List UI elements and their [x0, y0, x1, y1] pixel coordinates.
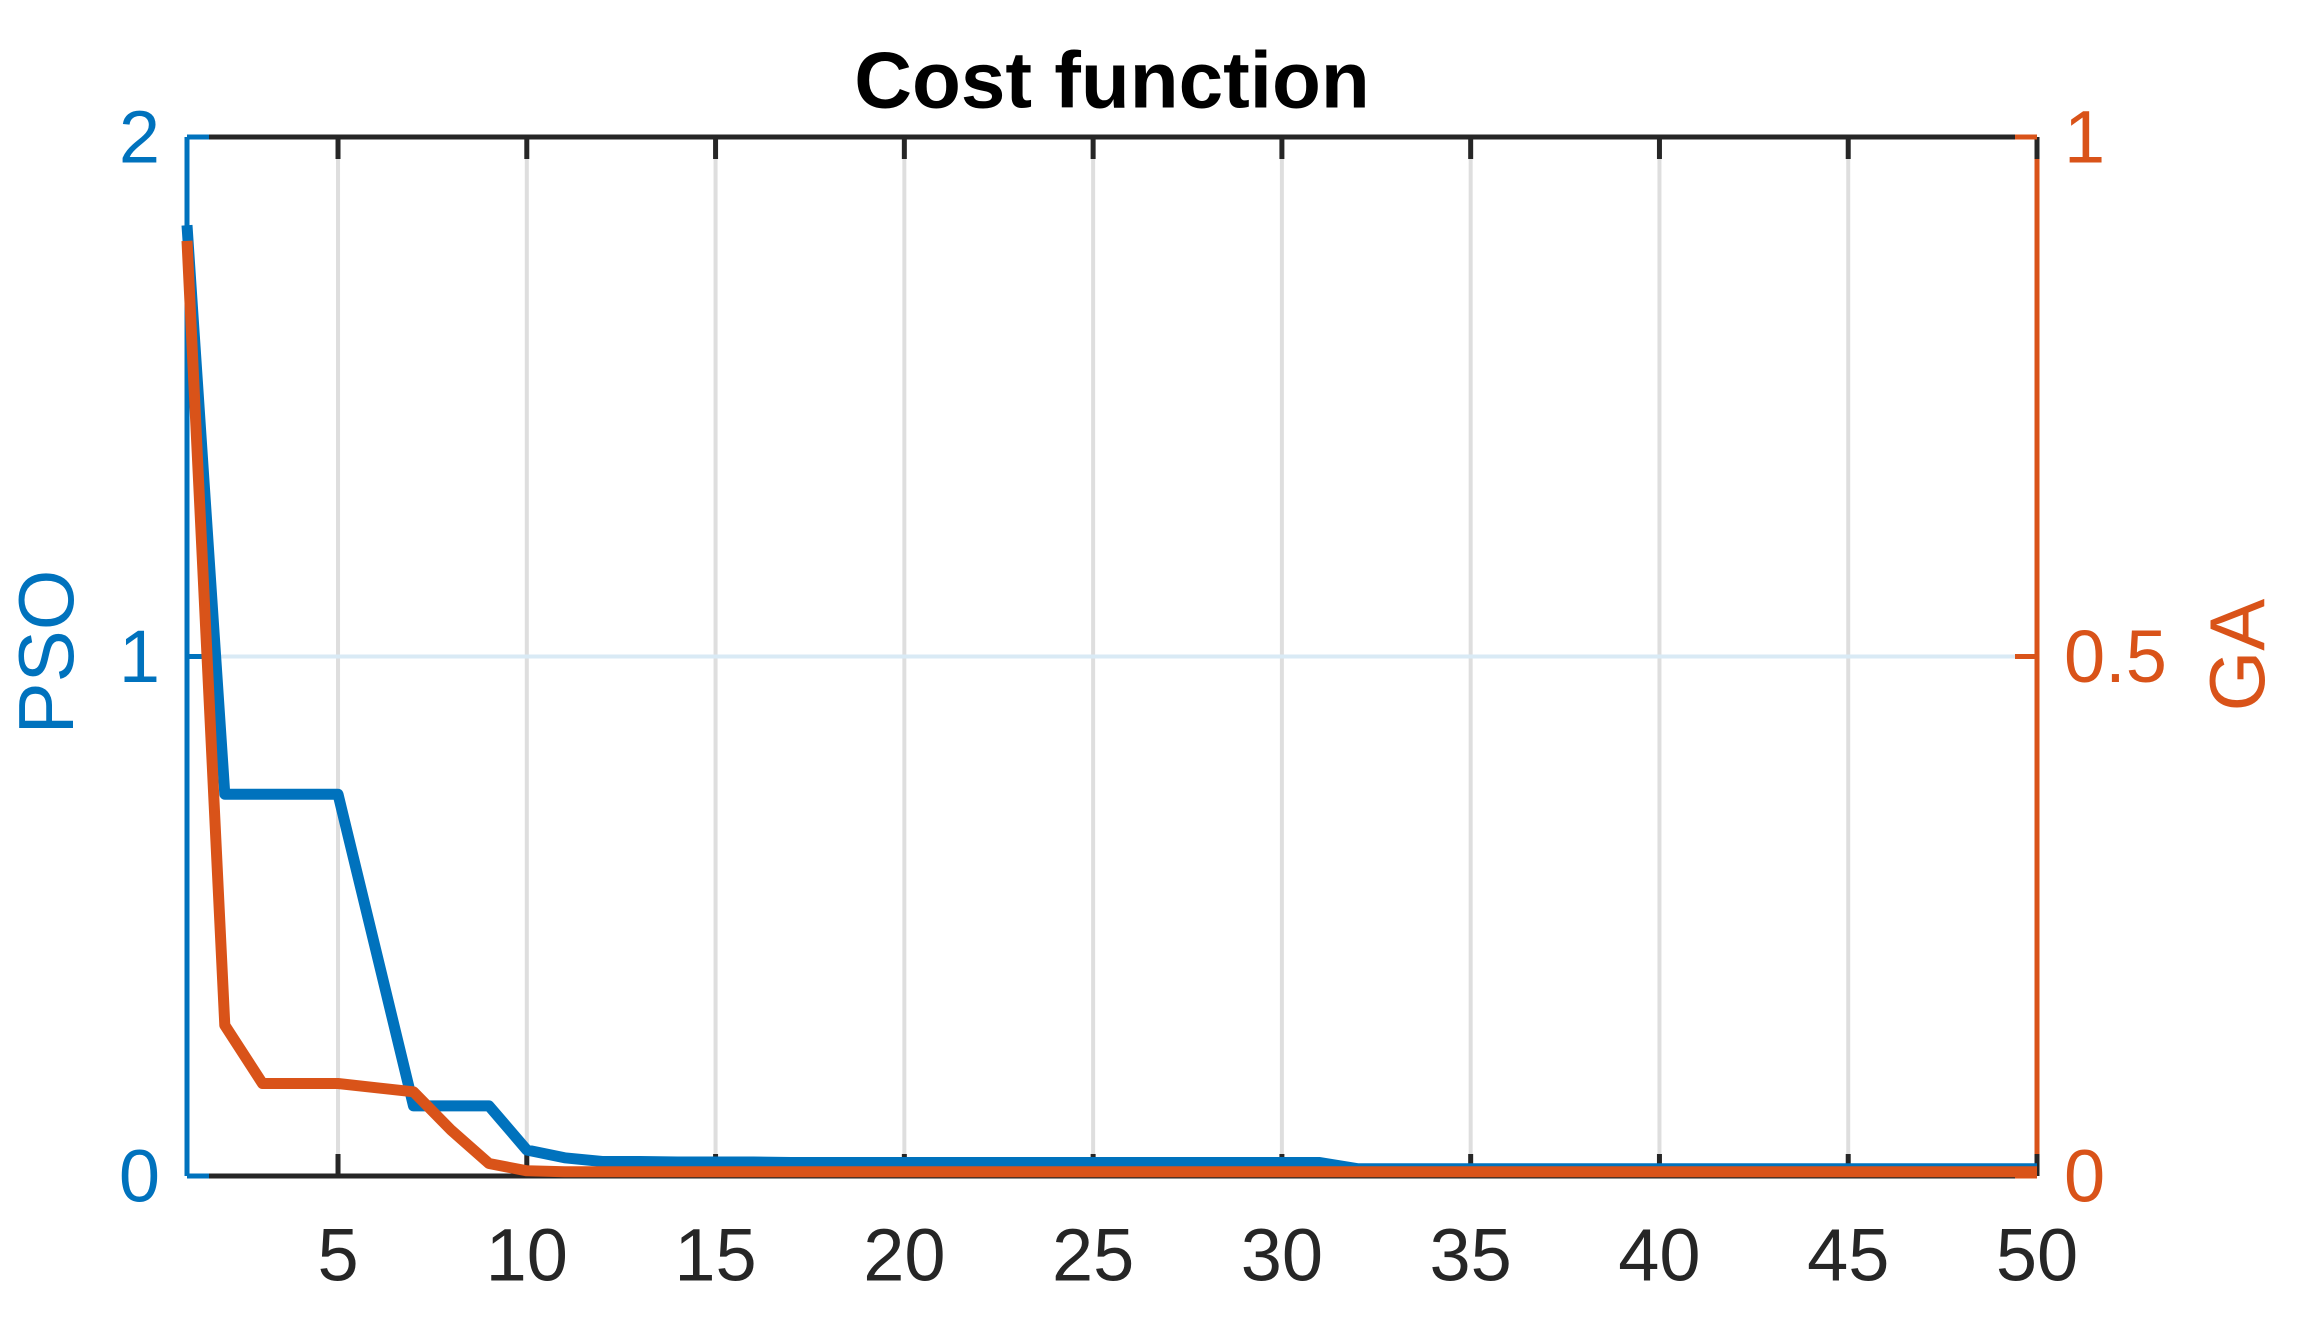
series-line-ga	[181, 240, 2037, 1178]
left-y-tick-label: 1	[119, 615, 160, 698]
x-tick-label: 25	[1052, 1214, 1134, 1297]
chart-title: Cost function	[854, 36, 1369, 125]
x-tick-label: 5	[317, 1214, 358, 1297]
x-tick-label: 40	[1618, 1214, 1700, 1297]
right-y-tick-label: 1	[2064, 96, 2105, 179]
left-y-tick-label: 2	[119, 96, 160, 179]
x-tick-label: 15	[674, 1214, 756, 1297]
left-axis-label-pso: PSO	[2, 570, 90, 735]
right-axis-label-ga: GA	[2193, 599, 2281, 712]
right-y-tick-label: 0.5	[2064, 615, 2167, 698]
x-tick-label: 20	[863, 1214, 945, 1297]
x-tick-label: 35	[1430, 1214, 1512, 1297]
grid-layer	[187, 137, 2039, 1176]
x-tick-label: 50	[1996, 1214, 2078, 1297]
series-layer	[181, 224, 2037, 1178]
x-tick-label: 30	[1241, 1214, 1323, 1297]
x-tick-label: 10	[486, 1214, 568, 1297]
series-line-pso	[181, 224, 2037, 1175]
x-tick-label: 45	[1807, 1214, 1889, 1297]
right-y-tick-label: 0	[2064, 1135, 2105, 1218]
left-y-tick-label: 0	[119, 1135, 160, 1218]
